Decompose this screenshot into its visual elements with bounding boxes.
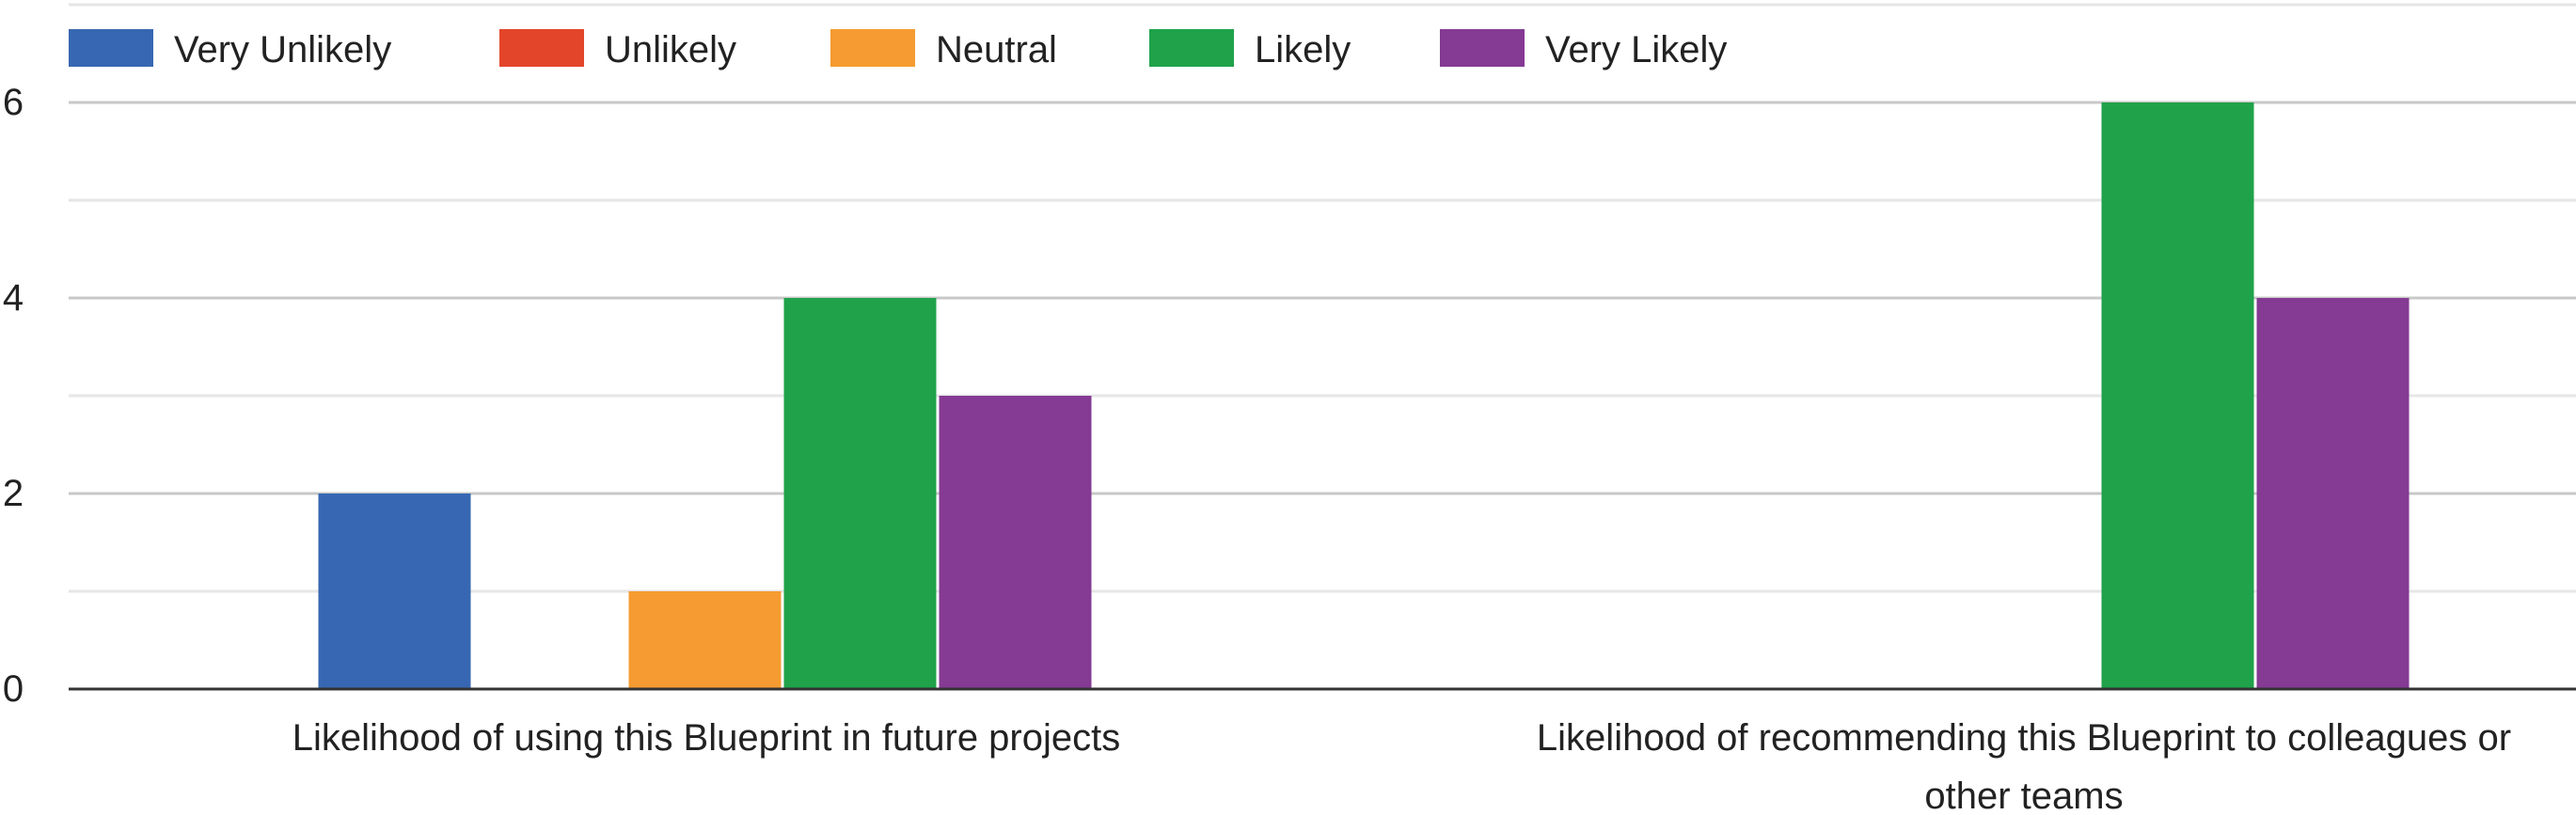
legend: Very Unlikely Unlikely Neutral Likely Very L… <box>69 29 1727 71</box>
y-tick-label: 2 <box>3 473 24 514</box>
bar-very-likely <box>2256 298 2410 689</box>
y-axis-ticks: 0 2 4 6 <box>3 82 24 710</box>
legend-label: Very Unlikely <box>174 29 391 71</box>
legend-label: Very Likely <box>1545 29 1727 71</box>
y-tick-label: 0 <box>3 668 24 710</box>
bar-neutral <box>628 591 782 689</box>
legend-swatch <box>499 29 584 67</box>
x-category-label: Likelihood of using this Blueprint in fu… <box>292 717 1121 759</box>
legend-label: Unlikely <box>605 29 736 71</box>
legend-label: Likely <box>1255 29 1351 71</box>
legend-swatch <box>1440 29 1525 67</box>
legend-swatch <box>1149 29 1234 67</box>
y-tick-label: 4 <box>3 277 24 319</box>
x-category-label: other teams <box>1924 776 2123 815</box>
legend-swatch <box>69 29 153 67</box>
bar-likely <box>2101 102 2254 689</box>
gridlines <box>69 3 2576 593</box>
bars <box>318 102 2410 689</box>
x-axis-labels: Likelihood of using this Blueprint in fu… <box>292 717 2511 815</box>
bar-very-unlikely <box>318 494 471 689</box>
x-category-label: Likelihood of recommending this Blueprin… <box>1537 717 2511 759</box>
legend-swatch <box>830 29 915 67</box>
y-tick-label: 6 <box>3 82 24 123</box>
bar-very-likely <box>939 396 1092 689</box>
legend-label: Neutral <box>936 29 1057 71</box>
bar-likely <box>783 298 937 689</box>
